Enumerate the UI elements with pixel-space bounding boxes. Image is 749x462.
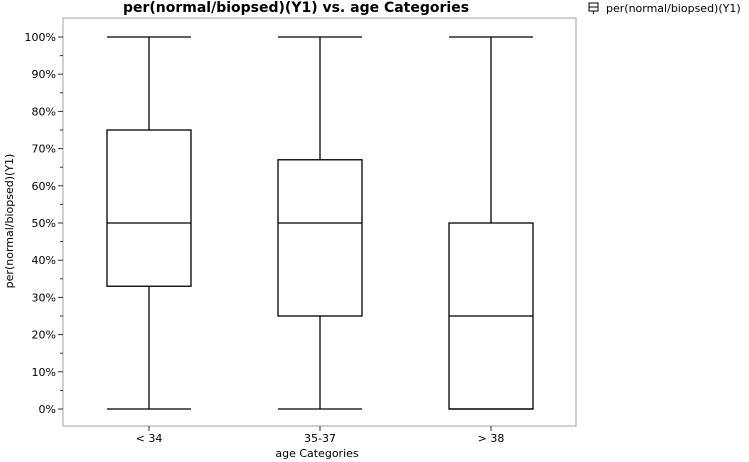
x-axis-title: age Categories xyxy=(275,447,359,460)
y-tick-label: 100% xyxy=(25,31,56,44)
iqr-box xyxy=(106,129,192,287)
legend: per(normal/biopsed)(Y1) xyxy=(588,2,741,15)
box-2 xyxy=(277,36,363,410)
legend-box-icon xyxy=(588,2,599,14)
box-3 xyxy=(448,36,534,410)
y-axis-title: per(normal/biopsed)(Y1) xyxy=(3,154,16,289)
x-tick-label: < 34 xyxy=(136,432,163,445)
y-tick-label: 30% xyxy=(32,291,56,304)
y-tick-label: 50% xyxy=(32,217,56,230)
y-axis: 0% 10% 20% 30% 40% 50% 60% 70% 80% 90% 100% xyxy=(25,31,63,416)
y-tick-label: 40% xyxy=(32,254,56,267)
chart-title: per(normal/biopsed)(Y1) vs. age Categori… xyxy=(123,0,469,16)
iqr-box xyxy=(277,159,363,317)
y-tick-label: 60% xyxy=(32,180,56,193)
x-axis: < 34 35-37 > 38 xyxy=(136,426,505,445)
y-tick-label: 80% xyxy=(32,105,56,118)
y-tick-label: 10% xyxy=(32,366,56,379)
box-1 xyxy=(106,36,192,410)
y-tick-label: 20% xyxy=(32,329,56,342)
y-tick-label: 70% xyxy=(32,143,56,156)
y-tick-label: 0% xyxy=(39,403,56,416)
legend-entry-label: per(normal/biopsed)(Y1) xyxy=(606,2,741,15)
x-tick-label: > 38 xyxy=(478,432,505,445)
y-tick-label: 90% xyxy=(32,68,56,81)
x-tick-label: 35-37 xyxy=(304,432,336,445)
box-series xyxy=(106,36,534,410)
